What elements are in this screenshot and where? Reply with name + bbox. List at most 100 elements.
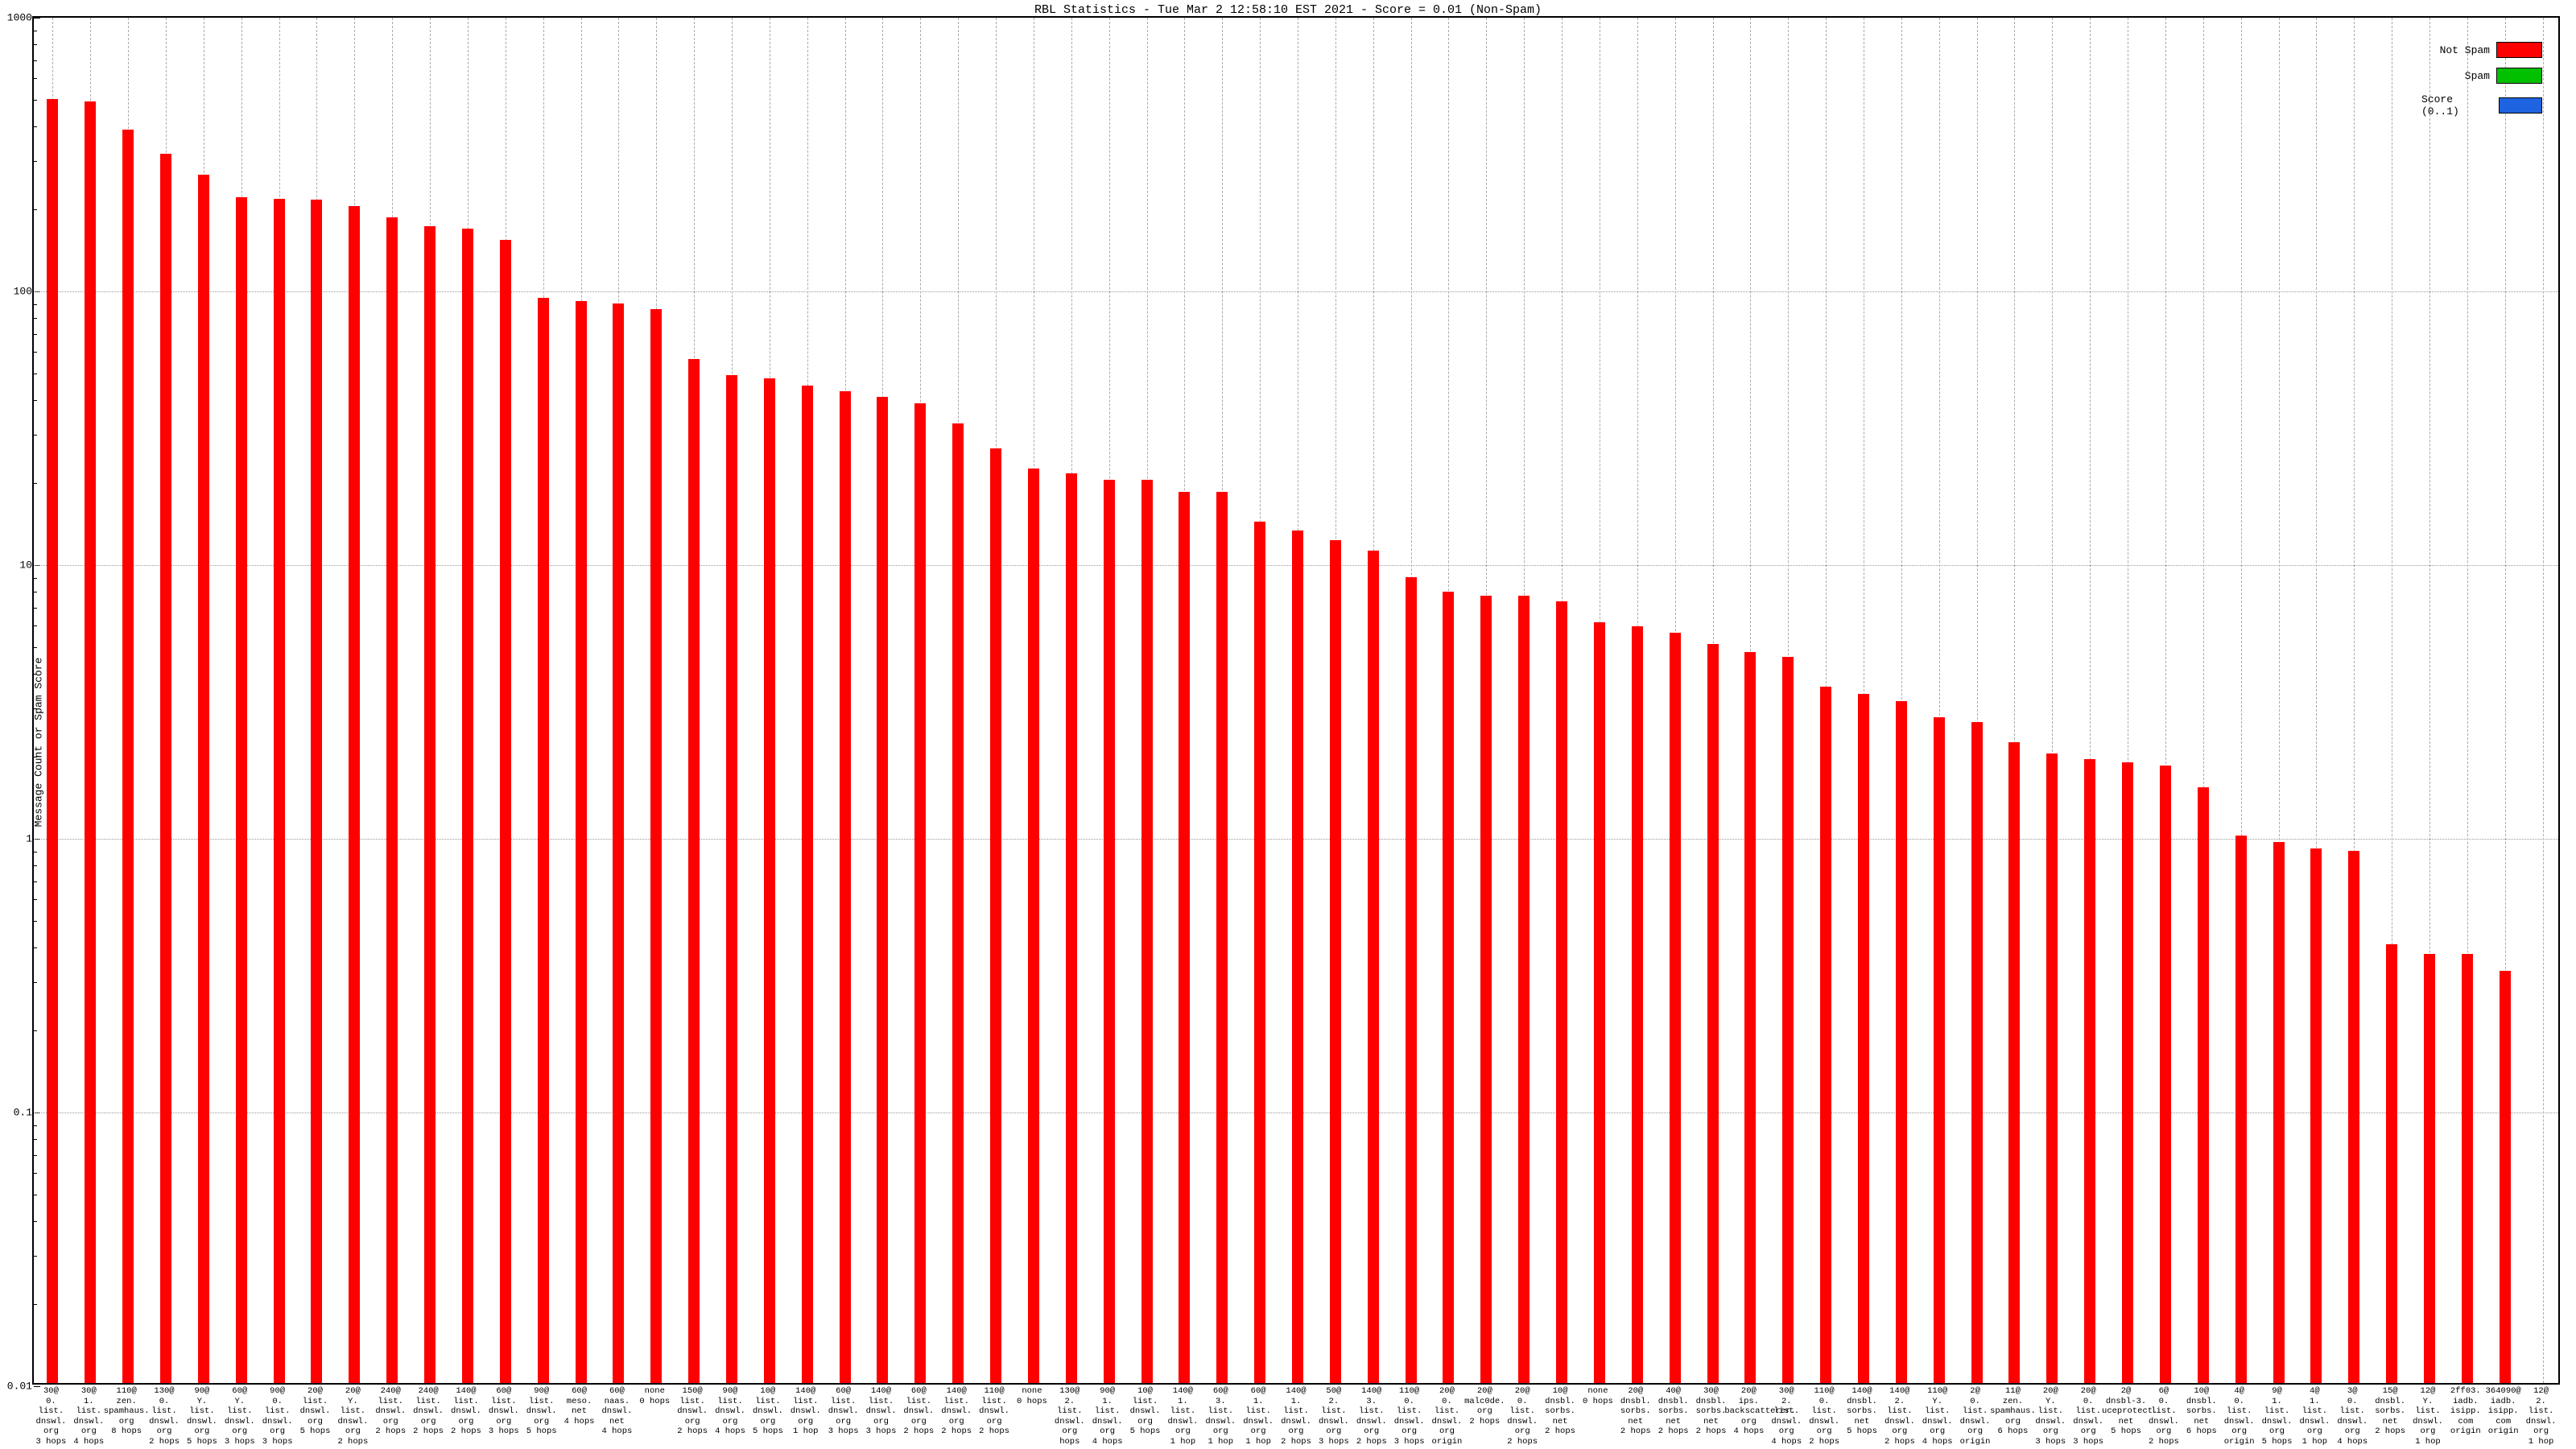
legend-entry-spam: Spam: [2421, 68, 2542, 84]
bar-43[interactable]: [1670, 633, 1681, 1383]
bar-44[interactable]: [1707, 644, 1719, 1383]
bar-5[interactable]: [236, 197, 247, 1383]
y-minor-tick-0.600: [34, 899, 37, 900]
legend-swatch-score: [2499, 97, 2542, 114]
y-tick-label-100: 100: [3, 286, 32, 298]
bar-17[interactable]: [688, 359, 700, 1383]
bar-4[interactable]: [198, 175, 209, 1383]
bar-7[interactable]: [311, 200, 322, 1383]
y-grid-line-100: [34, 291, 2558, 292]
legend-entry-score: Score (0..1): [2421, 93, 2542, 118]
bar-45[interactable]: [1744, 652, 1756, 1384]
bar-30[interactable]: [1179, 492, 1190, 1383]
legend-label-spam: Spam: [2465, 70, 2490, 82]
bar-18[interactable]: [726, 375, 737, 1383]
bar-51[interactable]: [1971, 722, 1983, 1383]
bar-64[interactable]: [2462, 954, 2473, 1383]
y-minor-tick-30.000: [34, 435, 37, 436]
bar-22[interactable]: [877, 397, 888, 1383]
y-minor-tick-400.000: [34, 126, 37, 127]
bar-6[interactable]: [274, 199, 285, 1383]
y-minor-tick-0.300: [34, 982, 37, 983]
bar-54[interactable]: [2084, 759, 2095, 1383]
y-minor-tick-3.000: [34, 708, 37, 709]
bar-34[interactable]: [1330, 540, 1341, 1383]
bar-36[interactable]: [1406, 577, 1417, 1383]
bar-59[interactable]: [2273, 842, 2285, 1383]
bar-33[interactable]: [1292, 530, 1303, 1383]
bar-65[interactable]: [2500, 971, 2511, 1383]
bar-62[interactable]: [2386, 944, 2397, 1383]
bar-61[interactable]: [2348, 851, 2359, 1383]
bar-38[interactable]: [1480, 596, 1492, 1383]
y-minor-tick-0.040: [34, 1221, 37, 1222]
bar-23[interactable]: [914, 403, 926, 1383]
y-minor-tick-0.060: [34, 1173, 37, 1174]
bar-14[interactable]: [576, 301, 587, 1383]
bar-28[interactable]: [1104, 480, 1115, 1383]
bar-55[interactable]: [2122, 762, 2133, 1383]
bar-63[interactable]: [2424, 954, 2435, 1383]
bar-1[interactable]: [85, 101, 96, 1383]
bar-11[interactable]: [462, 229, 473, 1383]
bar-15[interactable]: [613, 303, 624, 1383]
y-minor-tick-0.030: [34, 1256, 37, 1257]
bar-3[interactable]: [160, 154, 171, 1383]
bar-19[interactable]: [764, 378, 775, 1384]
bar-47[interactable]: [1820, 687, 1831, 1383]
bar-16[interactable]: [650, 309, 662, 1383]
bar-58[interactable]: [2235, 836, 2247, 1383]
bar-2[interactable]: [122, 130, 134, 1383]
bar-25[interactable]: [990, 448, 1001, 1383]
bar-56[interactable]: [2160, 766, 2171, 1383]
bar-48[interactable]: [1858, 694, 1869, 1383]
plot-area: Message Count or Spam Score 1000 100 10 1 0.…: [32, 16, 2560, 1385]
bar-31[interactable]: [1216, 492, 1228, 1383]
chart-legend: Not Spam Spam Score (0..1): [2421, 42, 2542, 127]
legend-swatch-notspam: [2496, 42, 2542, 58]
bar-42[interactable]: [1632, 626, 1643, 1383]
y-minor-tick-0.400: [34, 947, 37, 948]
bar-10[interactable]: [424, 226, 436, 1383]
y-minor-tick-0.090: [34, 1125, 37, 1126]
bar-13[interactable]: [538, 298, 549, 1383]
y-minor-tick-40.000: [34, 400, 37, 401]
bar-8[interactable]: [349, 206, 360, 1383]
bar-60[interactable]: [2310, 848, 2322, 1383]
y-minor-tick-70.000: [34, 334, 37, 335]
y-minor-tick-6.000: [34, 625, 37, 626]
bar-46[interactable]: [1782, 657, 1794, 1383]
y-minor-tick-0.500: [34, 921, 37, 922]
x-axis-labels: 30@ 0. list. dnswl. org 3 hops 30@ 1. lis…: [32, 1385, 2560, 1449]
bar-21[interactable]: [840, 391, 851, 1383]
bar-27[interactable]: [1066, 473, 1077, 1383]
bar-49[interactable]: [1896, 701, 1907, 1383]
bar-12[interactable]: [500, 240, 511, 1383]
y-minor-tick-4.000: [34, 674, 37, 675]
bar-32[interactable]: [1254, 522, 1265, 1383]
bar-53[interactable]: [2046, 753, 2058, 1383]
bar-20[interactable]: [802, 386, 813, 1383]
bar-0[interactable]: [47, 99, 58, 1383]
bar-40[interactable]: [1556, 601, 1567, 1383]
bar-50[interactable]: [1934, 717, 1945, 1383]
bar-41[interactable]: [1594, 622, 1605, 1383]
bar-24[interactable]: [952, 423, 964, 1383]
bar-35[interactable]: [1368, 551, 1379, 1383]
y-minor-tick-800.000: [34, 44, 37, 45]
y-minor-tick-0.020: [34, 1304, 37, 1305]
y-minor-tick-5.000: [34, 647, 37, 648]
chart-title: RBL Statistics - Tue Mar 2 12:58:10 EST …: [0, 3, 2576, 17]
legend-label-score: Score (0..1): [2421, 93, 2492, 118]
y-tick-label-10: 10: [3, 559, 32, 572]
bar-29[interactable]: [1141, 480, 1153, 1383]
bar-52[interactable]: [2008, 742, 2020, 1383]
y-tick-label-0.1: 0.1: [3, 1107, 32, 1119]
rbl-statistics-chart: RBL Statistics - Tue Mar 2 12:58:10 EST …: [0, 0, 2576, 1449]
bar-39[interactable]: [1518, 596, 1530, 1383]
bar-37[interactable]: [1443, 592, 1454, 1383]
bar-9[interactable]: [386, 217, 398, 1383]
y-minor-tick-9.000: [34, 578, 37, 579]
bar-26[interactable]: [1028, 469, 1039, 1383]
bar-57[interactable]: [2198, 787, 2209, 1383]
